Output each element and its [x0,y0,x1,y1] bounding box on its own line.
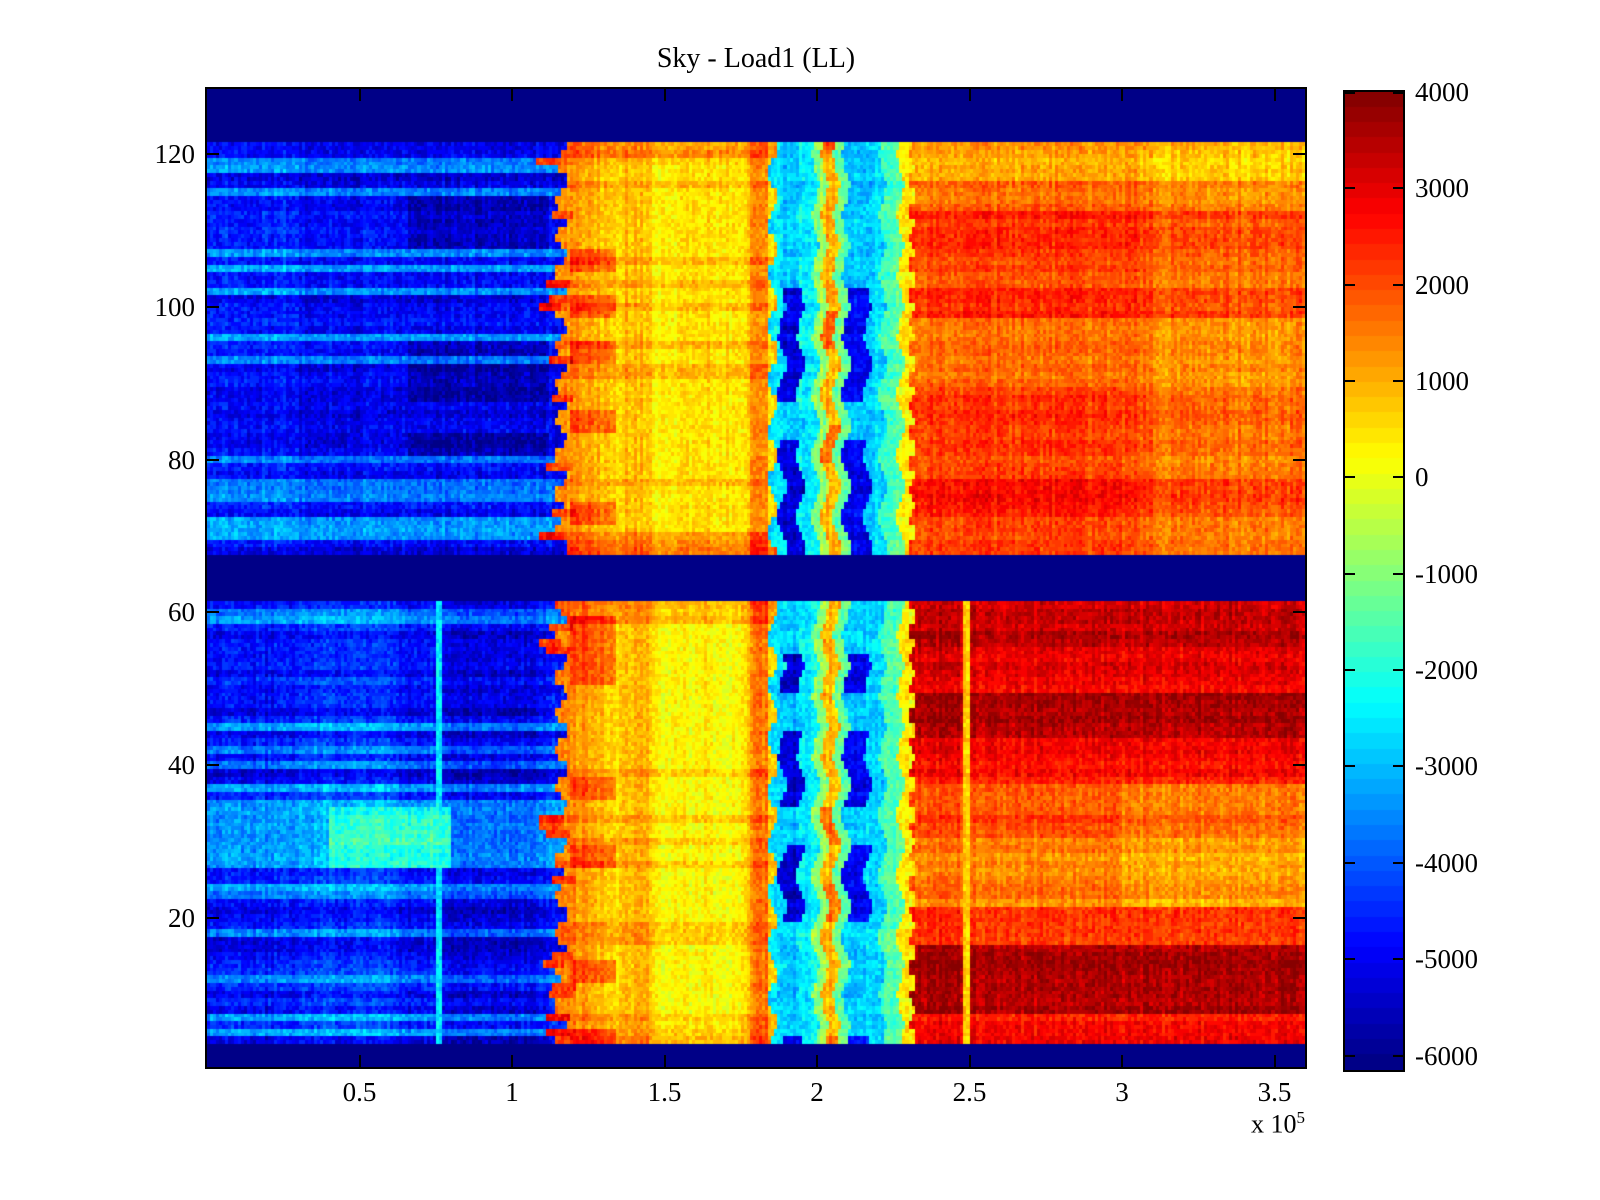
y-tick-label: 20 [168,903,195,933]
heatmap-canvas [207,89,1305,1067]
colorbar-tick-label: -5000 [1415,944,1478,975]
colorbar-tick-label: -3000 [1415,751,1478,782]
colorbar-tick-label: 3000 [1415,173,1469,204]
colorbar-tick-label: -1000 [1415,558,1478,589]
x-tick-label: 1 [505,1077,519,1107]
x-tick-label: 3 [1115,1077,1129,1107]
y-tick-label: 60 [168,597,195,628]
y-tick-label: 80 [168,444,195,475]
x-axis-exponent-power: 5 [1296,1108,1306,1127]
colorbar-tick-label: 4000 [1415,77,1469,107]
x-tick-label: 2.5 [952,1077,987,1107]
colorbar [1343,90,1405,1072]
plot-area [205,87,1307,1069]
x-tick-label: 0.5 [342,1077,377,1107]
y-tick-label: 100 [154,291,196,322]
y-tick-label: 120 [154,138,196,169]
x-axis-exponent: x 105 [1155,1108,1305,1148]
x-tick-label: 1.5 [647,1077,682,1107]
colorbar-tick-label: 1000 [1415,366,1469,397]
y-tick-label: 40 [168,750,195,781]
x-axis-exponent-base: x 10 [1251,1109,1297,1139]
colorbar-canvas [1345,92,1403,1070]
colorbar-tick-label: -2000 [1415,655,1478,686]
colorbar-tick-label: -6000 [1415,1040,1478,1071]
x-tick-label: 3.5 [1257,1077,1292,1107]
colorbar-tick-label: 0 [1415,462,1429,493]
colorbar-tick-label: 2000 [1415,269,1469,300]
colorbar-tick-label: -4000 [1415,847,1478,878]
chart-title: Sky - Load1 (LL) [656,43,856,74]
x-tick-label: 2 [810,1077,824,1107]
